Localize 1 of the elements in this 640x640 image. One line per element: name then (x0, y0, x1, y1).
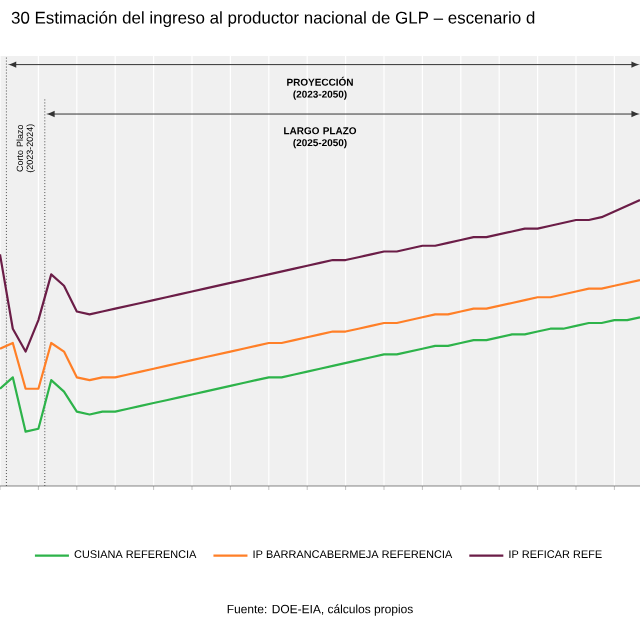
chart-title: 30 Estimación del ingreso al productor nacional de GLP – escenario d (11, 11, 535, 27)
